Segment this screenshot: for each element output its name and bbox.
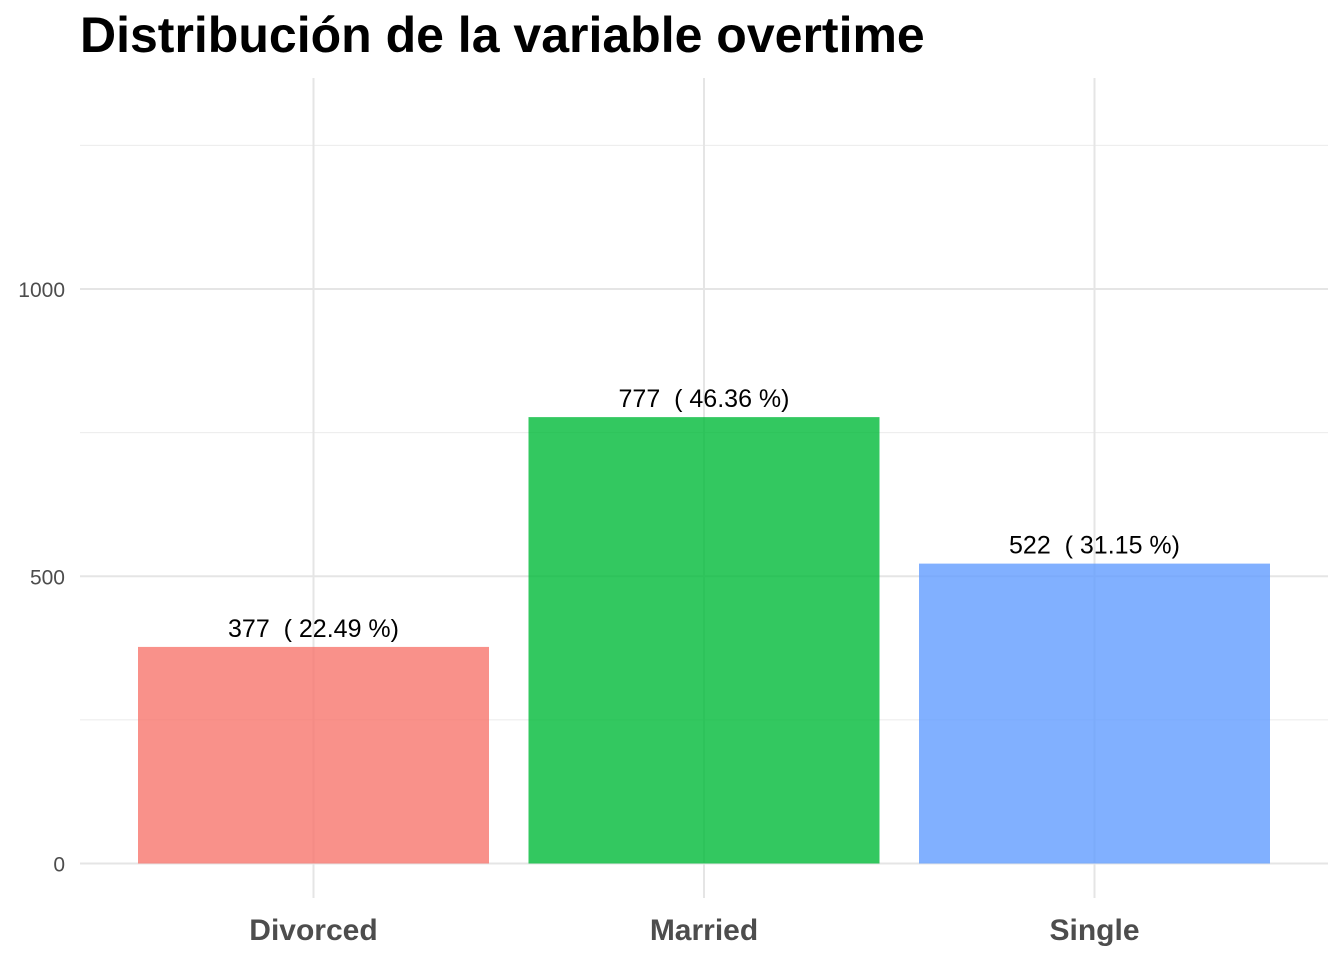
bar-divorced bbox=[138, 646, 489, 864]
x-tick-label-divorced: Divorced bbox=[249, 914, 377, 947]
bar-single bbox=[919, 563, 1270, 864]
bars bbox=[138, 417, 1270, 864]
data-label-divorced: 377 ( 22.49 %) bbox=[228, 615, 399, 643]
x-tick-label-single: Single bbox=[1049, 914, 1139, 947]
y-tick-label: 1000 bbox=[18, 279, 65, 302]
chart-title: Distribución de la variable overtime bbox=[80, 7, 925, 63]
data-label-single: 522 ( 31.15 %) bbox=[1009, 532, 1180, 560]
bar-married bbox=[528, 417, 880, 864]
y-tick-label: 0 bbox=[53, 854, 65, 877]
data-labels: 377 ( 22.49 %) 777 ( 46.36 %) 522 ( 31.15 … bbox=[228, 385, 1180, 643]
y-tick-label: 500 bbox=[30, 566, 65, 589]
x-axis: Divorced Married Single bbox=[249, 914, 1139, 947]
y-axis: 0 500 1000 bbox=[18, 279, 65, 877]
data-label-married: 777 ( 46.36 %) bbox=[619, 385, 790, 413]
x-tick-label-married: Married bbox=[650, 914, 758, 947]
